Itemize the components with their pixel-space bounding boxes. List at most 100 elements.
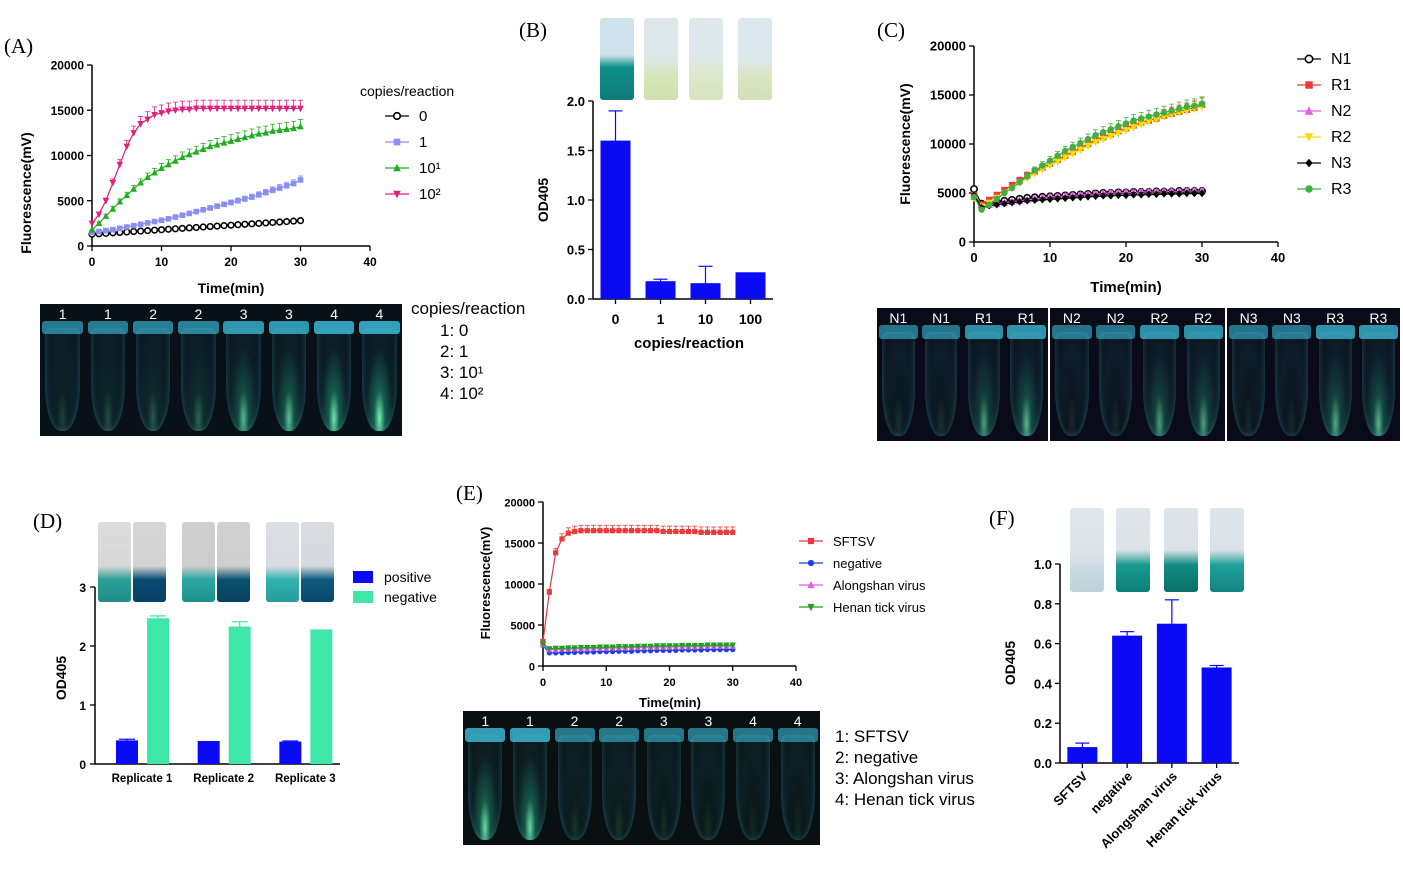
chart-a-series-2-point xyxy=(102,212,110,219)
chart-e-series-3-point xyxy=(615,644,622,651)
chart-a-series-2-point xyxy=(297,122,304,130)
chart-d-legend-label-0: positive xyxy=(384,570,432,585)
chart-c-series-5-point xyxy=(986,201,993,208)
photo-c1-tube-label-1: N1 xyxy=(932,310,951,326)
chart-a-series-0-point xyxy=(255,219,263,227)
chart-b-tube-3 xyxy=(738,18,772,100)
chart-c-fluorescence: Fluorescence(mV) Time(min) 0 5000 10000 150… xyxy=(897,39,1352,297)
chart-e-series-0-point xyxy=(692,528,698,535)
chart-b-bar-0-label: 0 xyxy=(612,311,620,327)
chart-a-series-3-point xyxy=(123,143,131,151)
chart-e-series-3-point xyxy=(628,644,635,651)
x-tick-label: 30 xyxy=(294,255,308,269)
chart-f-bar-0-label: SFTSV xyxy=(1050,768,1090,808)
chart-c-series-5-point xyxy=(1077,139,1084,147)
chart-e-series-0-point xyxy=(597,528,603,534)
chart-a-series-0-point xyxy=(137,227,145,235)
chart-c-series-0-legend-label: N1 xyxy=(1331,51,1352,68)
photo-a-cap-3 xyxy=(178,321,219,335)
photo-a-key-title: copies/reaction xyxy=(411,299,526,318)
photo-a-tube-label-7: 4 xyxy=(375,306,384,322)
y-tick-label: 10000 xyxy=(930,137,966,152)
chart-c-series-5-point xyxy=(1122,120,1130,127)
chart-a-series-1-point xyxy=(269,187,276,194)
chart-f-plot: 0.00.20.40.60.81.0SFTSVnegativeAlongshan… xyxy=(1034,557,1239,851)
chart-a-series-2-point xyxy=(186,150,193,158)
chart-c-series-3-point xyxy=(1145,118,1153,126)
chart-a-series-1-point xyxy=(130,222,137,229)
chart-a-series-3-point xyxy=(283,105,290,113)
chart-a-series-0-legend-label: 0 xyxy=(419,108,427,125)
chart-c-series-5-point xyxy=(1084,135,1092,143)
chart-f-tube-3 xyxy=(1210,508,1244,592)
photo-e-tube-3 xyxy=(602,735,637,840)
panel-label-b: (B) xyxy=(519,18,547,42)
chart-a-series-3-point xyxy=(255,105,263,113)
photo-e-cap-6 xyxy=(733,728,773,742)
chart-e-series-0-point xyxy=(546,589,552,595)
chart-a-series-0-point xyxy=(213,222,221,230)
chart-e-series-0-point xyxy=(679,528,685,535)
y-tick-label: 15000 xyxy=(930,88,966,103)
chart-d-ylabel: OD405 xyxy=(53,656,69,701)
photo-a-key-3: 3: 10¹ xyxy=(440,363,484,382)
tube-photo-c3: N3 N3 R3 R3 xyxy=(1227,308,1400,441)
chart-d-bar-1-1 xyxy=(228,626,251,764)
chart-d-legend-swatch-0 xyxy=(353,571,373,583)
chart-d-legend-swatch-1 xyxy=(353,591,373,603)
chart-c-series-5-point xyxy=(1198,100,1206,108)
chart-c-series-5-point xyxy=(1168,107,1175,114)
chart-e-series-3-point xyxy=(565,645,572,652)
photo-a-key-1: 1: 0 xyxy=(440,321,469,340)
panel-label-c: (C) xyxy=(877,18,905,42)
chart-a-series-0-point xyxy=(296,217,305,225)
panel-label-d: (D) xyxy=(33,509,63,533)
chart-e-series-0-point xyxy=(660,528,666,535)
photo-e-tube-label-1: 1 xyxy=(526,713,534,729)
chart-c-series-4-point xyxy=(1008,199,1016,207)
x-tick-label: 0 xyxy=(540,677,546,689)
chart-a-series-3-point xyxy=(192,105,200,113)
chart-f-bar-1 xyxy=(1112,635,1143,763)
chart-b-ylabel: OD405 xyxy=(535,178,551,223)
chart-c-series-5-point xyxy=(1001,189,1008,197)
photo-e-cap-5 xyxy=(688,728,729,742)
y-tick-label: 5000 xyxy=(937,186,966,201)
chart-a-series-3-point xyxy=(130,130,137,137)
chart-e-series-0-point xyxy=(559,536,565,542)
chart-e-series-0-point xyxy=(666,528,673,535)
photo-c3-tube-label-1: N3 xyxy=(1282,310,1301,326)
y-tick-label: 0.2 xyxy=(1034,716,1052,731)
chart-c-series-5-point xyxy=(1130,117,1137,124)
chart-a-series-1-point xyxy=(193,208,200,215)
chart-c-series-3-point xyxy=(1069,150,1077,158)
chart-c-series-5-point xyxy=(1176,105,1183,112)
photo-a-tube-3 xyxy=(181,327,216,431)
chart-a-series-2-point xyxy=(213,140,221,148)
chart-e-series-3-point xyxy=(672,643,679,650)
chart-c-series-1-legend-label: R1 xyxy=(1331,77,1352,94)
chart-a-xlabel: Time(min) xyxy=(198,280,265,296)
photo-c2-cap-1 xyxy=(1096,325,1136,339)
chart-e-series-3-point xyxy=(577,644,585,652)
chart-a-series-2-point xyxy=(255,129,263,137)
y-tick-label: 0.5 xyxy=(567,243,585,258)
chart-a-series-2-point xyxy=(144,173,151,181)
chart-d-bar-0-0 xyxy=(116,740,138,764)
chart-a-series-3-point xyxy=(102,197,110,205)
x-tick-label: 40 xyxy=(363,255,377,269)
chart-a-series-2-point xyxy=(220,139,228,146)
chart-c-series-4-point xyxy=(1198,189,1206,198)
photo-e-tube-label-5: 3 xyxy=(704,713,713,729)
chart-c-series-4-legend-label: N3 xyxy=(1331,155,1352,172)
chart-a-series-0-point xyxy=(130,227,138,236)
chart-e-series-3-point xyxy=(641,643,648,650)
chart-f-ylabel: OD405 xyxy=(1002,641,1018,686)
chart-e-series-3-point xyxy=(552,645,559,652)
chart-e-series-3-point xyxy=(685,642,692,650)
chart-c-series-3-point xyxy=(1084,142,1092,151)
photo-c1-tube-1 xyxy=(924,331,958,436)
chart-a-series-0-legend-marker xyxy=(392,111,402,121)
chart-a-plot: 0 5000 10000 15000 20000 0 10 20 30 40 0 1 10¹ 10² xyxy=(51,59,441,270)
chart-d-tube-3b xyxy=(301,522,334,602)
